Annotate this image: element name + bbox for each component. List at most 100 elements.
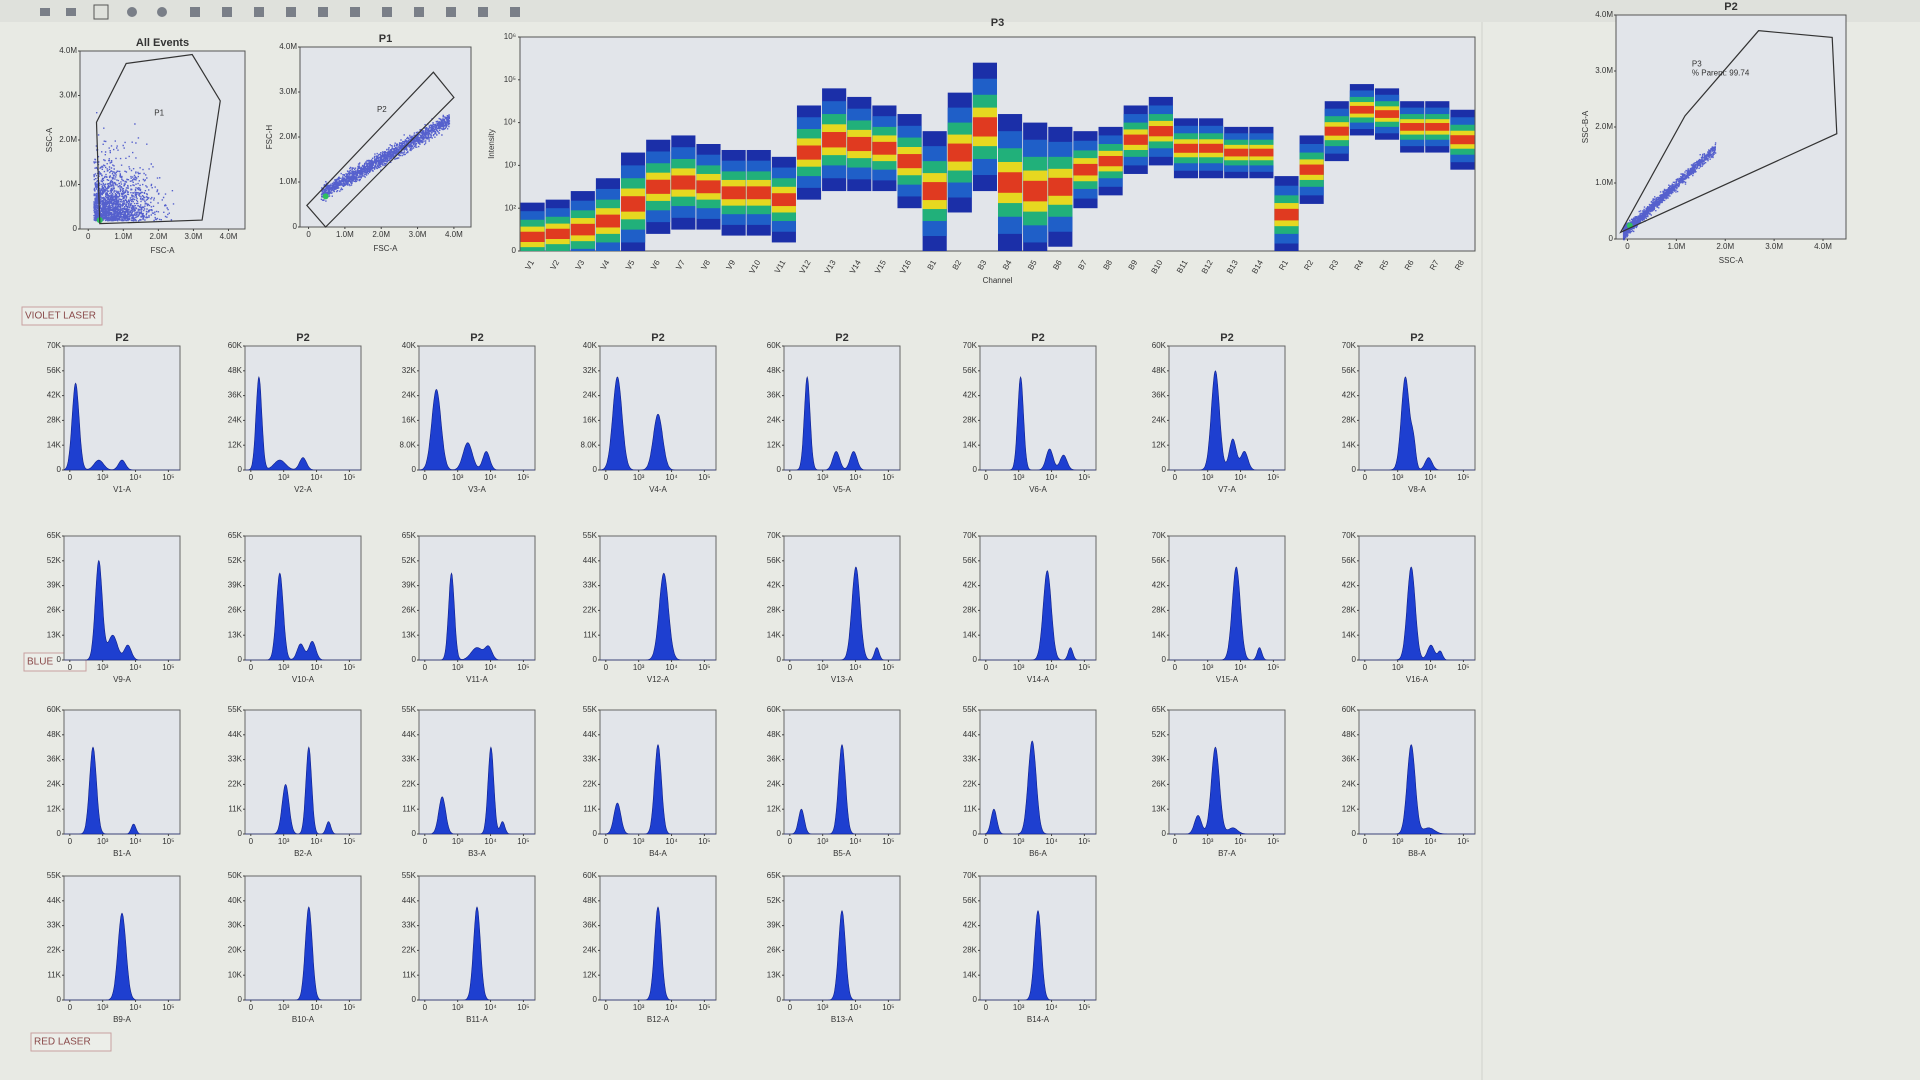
y-tick-label: 11K: [402, 804, 416, 813]
redo-icon[interactable]: [66, 8, 76, 16]
x-tick-label: B11: [1175, 258, 1190, 275]
y-tick-label: 14K: [963, 970, 978, 979]
tool-icon[interactable]: [414, 7, 424, 17]
channel-density: [872, 105, 897, 192]
x-tick-label: B13: [1225, 258, 1240, 275]
y-tick-label: 1.0M: [279, 177, 297, 186]
x-axis-label: V12-A: [647, 675, 670, 684]
x-tick-label: 2.0M: [372, 230, 390, 239]
zoom-out-icon[interactable]: [157, 7, 167, 17]
y-tick-label: 26K: [228, 606, 243, 615]
y-tick-label: 0: [593, 655, 598, 664]
tool-icon[interactable]: [286, 7, 296, 17]
undo-icon[interactable]: [40, 8, 50, 16]
x-tick-label: 3.0M: [185, 232, 203, 241]
tool-icon[interactable]: [222, 7, 232, 17]
y-tick-label: 11K: [47, 970, 61, 979]
x-tick-label: 10⁵: [517, 837, 529, 846]
tool-icon[interactable]: [318, 7, 328, 17]
tool-icon[interactable]: [478, 7, 488, 17]
zoom-in-icon[interactable]: [127, 7, 137, 17]
x-tick-label: V6: [649, 258, 662, 271]
histogram: [1359, 744, 1475, 835]
plot-area: [1358, 345, 1476, 471]
gate-stat: % Parent: 99.74: [1692, 68, 1750, 77]
select-icon[interactable]: [93, 4, 109, 20]
y-tick-label: 0: [1352, 465, 1357, 474]
x-tick-label: V15: [873, 258, 888, 275]
x-tick-label: 0: [68, 1003, 73, 1012]
plot-area: [63, 345, 181, 471]
histogram: [1169, 370, 1285, 471]
y-tick-label: 12K: [1342, 804, 1357, 813]
x-tick-label: 10³: [97, 663, 109, 672]
plot-title: P2: [1031, 332, 1044, 344]
y-tick-label: 26K: [767, 946, 782, 955]
histogram: [419, 906, 535, 1001]
x-tick-label: 10⁴: [1234, 663, 1247, 672]
x-tick-label: 10⁴: [1045, 473, 1058, 482]
y-tick-label: 70K: [963, 341, 978, 350]
tool-icon[interactable]: [510, 7, 520, 17]
y-tick-label: 28K: [1342, 606, 1357, 615]
y-tick-label: 42K: [963, 391, 978, 400]
tool-icon[interactable]: [382, 7, 392, 17]
x-tick-label: 0: [68, 837, 73, 846]
x-axis-label: V4-A: [649, 485, 667, 494]
x-tick-label: 0: [68, 473, 73, 482]
toolbar-icons[interactable]: [40, 4, 520, 20]
y-tick-label: 3.0M: [279, 87, 297, 96]
x-tick-label: 10³: [452, 837, 464, 846]
gate-label: P3: [1692, 59, 1702, 68]
x-axis-label: B13-A: [831, 1015, 854, 1024]
x-axis-label: V3-A: [468, 485, 486, 494]
x-axis-label: B4-A: [649, 849, 667, 858]
density-band: [646, 179, 671, 194]
y-tick-label: 24K: [47, 780, 62, 789]
y-tick-label: 24K: [583, 391, 598, 400]
x-tick-label: V3: [574, 258, 587, 271]
x-tick-label: 10⁴: [665, 837, 678, 846]
y-tick-label: 0: [412, 995, 417, 1004]
histogram: [245, 572, 361, 661]
x-tick-label: 0: [984, 837, 989, 846]
y-tick-label: 24K: [767, 780, 782, 789]
density-band: [520, 231, 545, 243]
tool-icon[interactable]: [190, 7, 200, 17]
y-tick-label: 26K: [402, 606, 417, 615]
x-tick-label: 10³: [278, 473, 290, 482]
y-tick-label: 70K: [767, 531, 782, 540]
y-tick-label: 33K: [583, 581, 598, 590]
plot-area: [1168, 535, 1286, 661]
density-band: [671, 175, 696, 190]
x-tick-label: B1: [926, 258, 939, 271]
x-tick-label: V9: [724, 258, 737, 271]
y-tick-label: 48K: [1152, 366, 1167, 375]
x-axis-label: B3-A: [468, 849, 486, 858]
y-tick-label: 0: [57, 465, 62, 474]
x-tick-label: 2.0M: [149, 232, 167, 241]
y-tick-label: 39K: [402, 581, 417, 590]
y-tick-label: 0: [1162, 655, 1167, 664]
channel-density: [771, 156, 796, 243]
y-tick-label: 36K: [1342, 755, 1357, 764]
y-tick-label: 0: [1609, 234, 1614, 243]
plot-title: P2: [296, 332, 309, 344]
x-tick-label: 10³: [97, 837, 109, 846]
y-tick-label: 44K: [402, 896, 417, 905]
x-tick-label: R2: [1302, 258, 1315, 272]
x-tick-label: 10⁴: [310, 663, 323, 672]
x-tick-label: 10³: [452, 473, 464, 482]
tool-icon[interactable]: [350, 7, 360, 17]
gate: [1619, 30, 1838, 234]
y-tick-label: 33K: [583, 755, 598, 764]
y-tick-label: 2.0M: [59, 135, 77, 144]
y-tick-label: 0: [777, 829, 782, 838]
channel-density: [897, 114, 922, 209]
y-tick-label: 52K: [1152, 730, 1167, 739]
tool-icon[interactable]: [254, 7, 264, 17]
plot-title: P2: [1410, 332, 1423, 344]
tool-icon[interactable]: [446, 7, 456, 17]
y-tick-label: 14K: [1342, 440, 1357, 449]
